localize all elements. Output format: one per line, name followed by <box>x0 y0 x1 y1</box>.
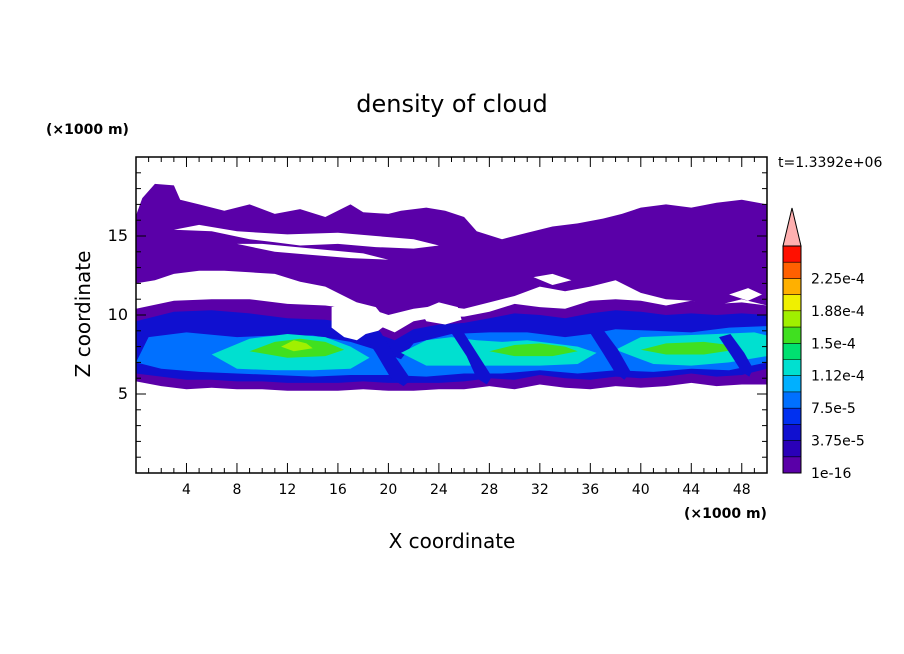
x-tick-label: 20 <box>379 482 397 498</box>
colorbar-swatch <box>783 246 801 263</box>
colorbar: 1e-16 3.75e-5 7.5e-5 1.12e-4 1.5e-4 1.88e-4 2.… <box>782 207 865 482</box>
colorbar-swatch <box>783 408 801 425</box>
colorbar-swatch <box>783 375 801 393</box>
clear-air-gap <box>237 243 389 260</box>
colorbar-swatch <box>783 310 801 328</box>
x-tick-label: 40 <box>632 482 650 498</box>
x-axis-label: X coordinate <box>389 529 516 553</box>
cloud-contour-fills <box>136 183 767 391</box>
x-tick-label: 32 <box>531 482 549 498</box>
y-unit-label: (×1000 m) <box>46 122 129 138</box>
y-tick-label: 5 <box>118 384 128 403</box>
colorbar-swatch <box>783 424 801 441</box>
colorbar-swatch <box>783 456 801 474</box>
colorbar-label: 1.88e-4 <box>811 304 865 320</box>
clear-air-gap <box>533 273 572 285</box>
x-tick-label: 8 <box>232 482 241 498</box>
cloud-contour-region <box>136 183 767 315</box>
x-tick-label: 16 <box>329 482 347 498</box>
x-tick-label: 48 <box>733 482 751 498</box>
colorbar-label: 1.12e-4 <box>811 369 865 385</box>
colorbar-swatch <box>783 343 801 360</box>
x-tick-label: 24 <box>430 482 448 498</box>
cloud-dark-channel <box>719 334 754 377</box>
colorbar-label: 1e-16 <box>811 466 851 482</box>
colorbar-swatch <box>783 359 801 377</box>
clear-air-gap <box>419 302 462 325</box>
cloud-dark-channel <box>449 329 492 385</box>
time-label: t=1.3392e+06 <box>778 155 882 171</box>
colorbar-swatch <box>783 278 801 296</box>
cloud-dark-channel <box>356 321 412 387</box>
cloud-contour-region <box>640 341 736 355</box>
x-tick-label: 4 <box>182 482 191 498</box>
x-unit-label: (×1000 m) <box>684 506 767 522</box>
colorbar-label: 3.75e-5 <box>811 434 865 450</box>
colorbar-label: 7.5e-5 <box>811 401 856 417</box>
x-tick-label: 44 <box>682 482 700 498</box>
y-tick-label: 10 <box>108 305 128 324</box>
colorbar-swatch <box>783 262 801 279</box>
colorbar-label: 2.25e-4 <box>811 271 865 287</box>
x-tick-label: 12 <box>279 482 297 498</box>
clear-air-gap <box>173 224 439 249</box>
y-tick-label: 15 <box>108 226 128 245</box>
chart-title: density of cloud <box>356 90 547 118</box>
cloud-dark-channel <box>587 327 631 380</box>
colorbar-swatch <box>783 391 801 409</box>
clear-air-gap <box>729 288 762 301</box>
clear-air-gap <box>331 302 389 341</box>
colorbar-swatch <box>783 327 801 344</box>
x-tick-label: 36 <box>581 482 599 498</box>
colorbar-swatch <box>783 294 801 312</box>
colorbar-swatch <box>783 440 801 458</box>
y-axis-label: Z coordinate <box>71 251 95 378</box>
x-tick-label: 28 <box>480 482 498 498</box>
colorbar-label: 1.5e-4 <box>811 336 856 352</box>
cloud-contour-region <box>281 340 313 352</box>
cloud-contour-region <box>489 343 578 357</box>
